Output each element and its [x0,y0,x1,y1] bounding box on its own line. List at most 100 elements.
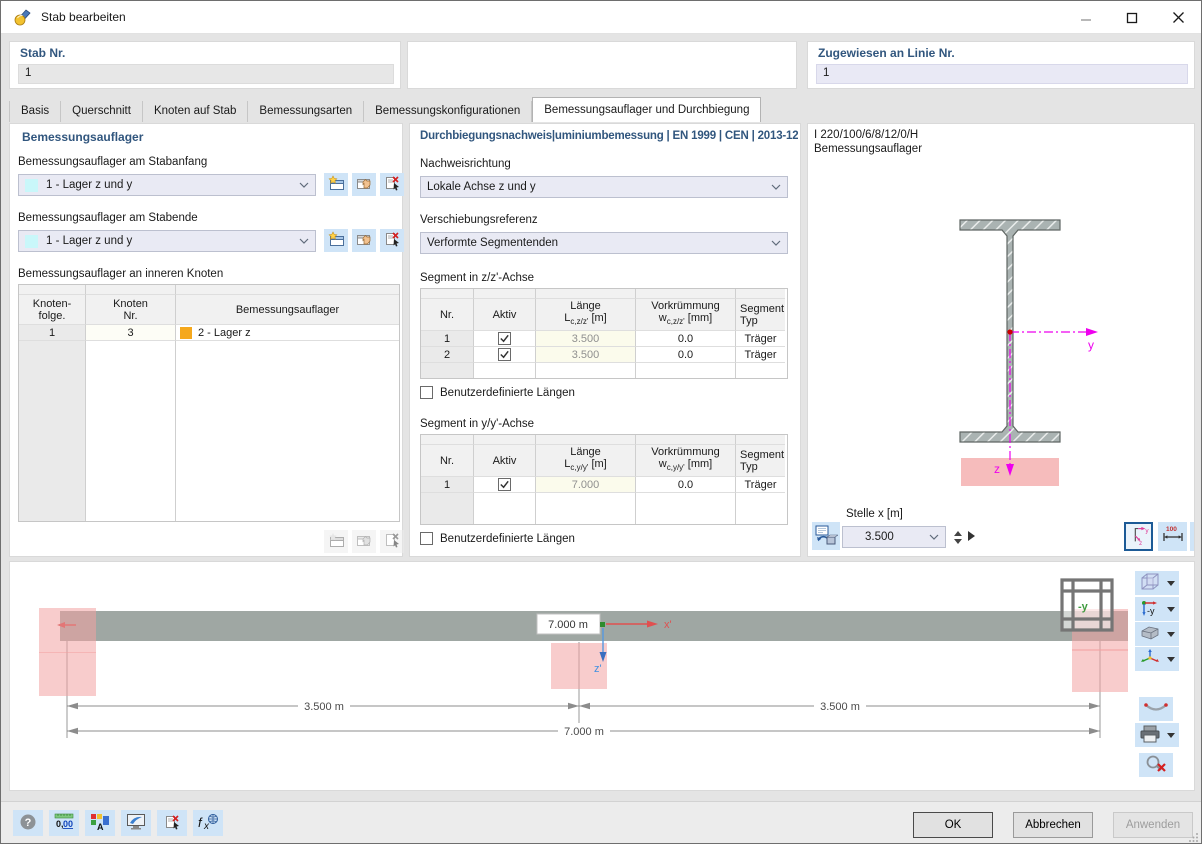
table-cell[interactable]: 1 [421,331,474,347]
apply-view-button[interactable] [812,522,840,550]
member-number-label: Stab Nr. [20,46,66,60]
segment-y-title: Segment in y/y'-Achse [420,418,535,430]
design-support-marker[interactable] [551,643,607,689]
edit-support-button[interactable] [352,173,376,196]
dropdown-arrow-icon [1167,580,1175,586]
displacement-ref-dropdown[interactable]: Verformte Segmentenden [420,232,788,254]
member-viewport[interactable]: -y 7.000 m x' z' 3.500 m 3.500 m [9,561,1195,791]
segment-z-title: Segment in z/z'-Achse [420,272,535,284]
table-cell[interactable]: 2 - Lager z [176,325,399,341]
view-direction-button[interactable]: -y [1135,597,1179,621]
tab-bemessungskonfigurationen[interactable]: Bemessungskonfigurationen [364,101,533,122]
support-start-value: 1 - Lager z und y [46,179,133,191]
delete-icon [163,814,181,833]
new-support-button[interactable] [324,229,348,252]
minimize-button[interactable] [1063,1,1109,34]
navigation-grid-icon[interactable]: -y [1060,578,1114,632]
spinner-up-icon [954,530,962,536]
check-direction-dropdown[interactable]: Lokale Achse z und y [420,176,788,198]
cube-icon [1139,572,1161,595]
table-cell[interactable]: 0.0 [636,347,736,363]
view-axes-icon: -y [1139,598,1161,621]
table-cell[interactable]: 1 [19,325,86,341]
ok-button[interactable]: OK [913,812,993,838]
deformation-display-button[interactable] [1139,697,1173,721]
monitor-icon [126,813,146,834]
table-cell[interactable]: 2 [421,347,474,363]
tab-querschnitt[interactable]: Querschnitt [61,101,143,122]
screen-settings-button[interactable] [121,810,151,836]
table-cell[interactable]: 3.500 [536,331,636,347]
active-checkbox[interactable] [474,347,536,363]
position-x-dropdown[interactable]: 3.500 [842,526,946,548]
units-icon: 0, 00 [54,813,74,834]
table-cell[interactable]: 0.0 [636,331,736,347]
section-drawing: I 220/100/6/8/12/0/H Bemessungsauflager … [814,129,1098,486]
table-cell[interactable]: Träger [736,347,785,363]
member-number-field[interactable]: 1 [18,64,394,84]
table-cell[interactable]: 3.500 [536,347,636,363]
maximize-button[interactable] [1109,1,1155,34]
dropdown-arrow-icon [1167,631,1175,637]
delete-support-button[interactable] [380,229,404,252]
z-axis-arrow [599,652,607,662]
show-dimensions-button[interactable]: 100 [1158,522,1187,551]
apply-button[interactable]: Anwenden [1113,812,1193,838]
tab-bemessungsauflager-durchbiegung[interactable]: Bemessungsauflager und Durchbiegung [532,97,762,122]
delete-member-button[interactable] [157,810,187,836]
coordinate-axes-icon [1139,648,1161,671]
segment-y-table: Nr. Aktiv Länge Lc,y/y' [m] Vorkrümmung wc… [420,434,788,525]
active-checkbox[interactable] [474,331,536,347]
design-support-marker[interactable] [39,608,96,653]
table-cell[interactable]: 0.0 [636,477,736,493]
assigned-line-field[interactable]: 1 [816,64,1188,84]
design-support-marker[interactable] [39,652,96,696]
close-button[interactable] [1155,1,1201,34]
delete-support-button[interactable] [380,173,404,196]
design-support-marker[interactable] [1072,649,1128,692]
position-x-spinner[interactable] [952,526,964,548]
table-cell[interactable]: Träger [736,477,785,493]
active-checkbox[interactable] [474,477,536,493]
coordinate-system-button[interactable] [1135,647,1179,671]
edit-support-button[interactable] [352,229,376,252]
resize-grip[interactable] [1189,831,1199,843]
display-options-button[interactable]: A [85,810,115,836]
check-direction-value: Lokale Achse z und y [427,181,536,193]
units-settings-button[interactable]: 0, 00 [49,810,79,836]
support-start-dropdown[interactable]: 1 - Lager z und y [18,174,316,196]
support-color-swatch [25,178,38,192]
chevron-down-icon [929,531,939,543]
displacement-ref-value: Verformte Segmentenden [427,237,559,249]
step-forward-button[interactable] [968,530,975,545]
render-mode-button[interactable] [1135,622,1179,646]
table-cell[interactable]: 3 [86,325,176,341]
new-icon [327,175,345,194]
nav-grid-label: -y [1078,601,1089,613]
view-3d-button[interactable] [1135,571,1179,595]
custom-lengths-checkbox-z[interactable]: Benutzerdefinierte Längen [420,386,575,399]
zoom-reset-button[interactable] [1139,753,1173,777]
table-cell[interactable]: 1 [421,477,474,493]
help-button[interactable]: ? [13,810,43,836]
edit-icon [355,231,373,250]
transfer-view-icon [814,524,839,549]
table-cell[interactable]: 7.000 [536,477,636,493]
tab-basis[interactable]: Basis [9,101,62,122]
custom-lengths-checkbox-y[interactable]: Benutzerdefinierte Längen [420,532,575,545]
print-section-button[interactable] [1190,522,1194,551]
new-support-button[interactable] [324,173,348,196]
chevron-down-icon [771,237,781,249]
tab-bemessungsarten[interactable]: Bemessungsarten [248,101,365,122]
cancel-button[interactable]: Abbrechen [1013,812,1093,838]
print-button[interactable] [1135,723,1179,747]
support-end-dropdown[interactable]: 1 - Lager z und y [18,230,316,252]
table-cell[interactable]: Träger [736,331,785,347]
svg-text:z: z [1139,540,1142,546]
z-axis-label: z [994,462,1000,476]
tab-knoten-auf-stab[interactable]: Knoten auf Stab [143,101,249,122]
delete-icon [383,231,401,250]
